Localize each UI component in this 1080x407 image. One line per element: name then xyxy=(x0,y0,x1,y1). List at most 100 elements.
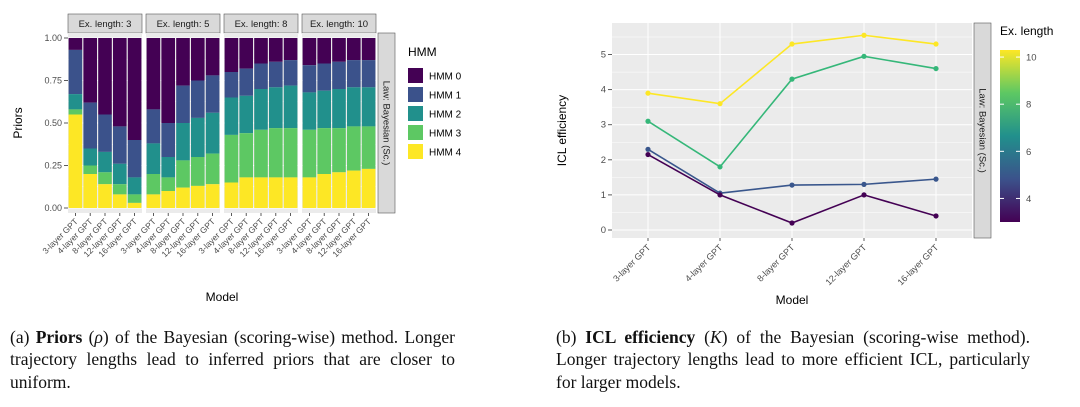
data-point xyxy=(861,192,867,198)
bar-segment xyxy=(161,38,176,123)
facet-strip-label: Ex. length: 8 xyxy=(235,19,288,30)
bar-segment xyxy=(283,60,298,86)
bar-segment xyxy=(112,194,127,208)
bar-segment xyxy=(176,160,190,188)
data-point xyxy=(717,164,723,170)
bar-segment xyxy=(332,89,346,129)
bar-segment xyxy=(146,194,161,208)
bar-segment xyxy=(83,148,98,166)
caption-a-bold: Priors xyxy=(35,327,83,347)
y-tick-label: 0 xyxy=(601,225,606,236)
bar-segment xyxy=(161,177,176,191)
data-point xyxy=(933,65,939,72)
colorbar-tick-label: 8 xyxy=(1026,100,1031,111)
bar-segment xyxy=(98,151,112,173)
bar-segment xyxy=(302,38,317,66)
bar-segment xyxy=(346,60,361,88)
bar-segment xyxy=(190,157,205,186)
colorbar-tick-label: 10 xyxy=(1026,53,1037,64)
bar-segment xyxy=(68,109,83,115)
bar-segment xyxy=(68,38,83,50)
y-tick-label: 0.50 xyxy=(44,118,62,128)
bar-segment xyxy=(205,38,220,76)
data-point xyxy=(861,32,867,38)
bar-segment xyxy=(190,38,205,81)
y-tick-label: 0.75 xyxy=(44,76,62,86)
bar-segment xyxy=(98,172,112,185)
facet-strip-label: Ex. length: 10 xyxy=(310,19,368,30)
bar-segment xyxy=(361,87,376,127)
legend-label: HMM 4 xyxy=(429,148,462,159)
data-point xyxy=(933,176,939,182)
bar-segment xyxy=(161,157,176,178)
bar-segment xyxy=(68,94,83,110)
bar-segment xyxy=(68,49,83,95)
bar-segment xyxy=(346,126,361,171)
bar-segment xyxy=(112,184,127,195)
bar-segment xyxy=(283,85,298,129)
data-point xyxy=(861,181,867,187)
bar-segment xyxy=(317,38,332,64)
bar-segment xyxy=(254,38,268,64)
bar-segment xyxy=(83,165,98,174)
colorbar-tick-label: 6 xyxy=(1026,147,1031,158)
data-point xyxy=(789,220,795,226)
law-strip xyxy=(973,22,992,239)
bar-segment xyxy=(224,134,239,183)
data-point xyxy=(933,41,939,47)
colorbar-tick-label: 4 xyxy=(1026,194,1031,205)
bar-segment xyxy=(68,114,83,208)
caption-a-index: (a) xyxy=(10,327,36,347)
bar-segment xyxy=(317,63,332,91)
law-strip-label: Law: Bayesian (Sc.) xyxy=(977,88,988,172)
bar-segment xyxy=(268,87,283,129)
bar-segment xyxy=(127,140,142,178)
bar-segment xyxy=(317,128,332,174)
bar-segment xyxy=(127,38,142,140)
caption-a-text: ) of the Bayesian (scoring-wise) method.… xyxy=(10,327,455,392)
caption-b-symbol: K xyxy=(710,327,722,347)
bar-segment xyxy=(146,174,161,195)
facet-strip-label: Ex. length: 3 xyxy=(79,19,132,30)
y-tick-label: 5 xyxy=(601,50,606,61)
bar-segment xyxy=(332,61,346,89)
legend-label: HMM 3 xyxy=(429,129,462,140)
y-tick-label: 1.00 xyxy=(44,33,62,43)
bar-segment xyxy=(205,112,220,154)
bar-segment xyxy=(283,177,298,208)
bar-segment xyxy=(176,123,190,161)
caption-a-paren: ( xyxy=(82,327,95,347)
legend-key xyxy=(408,125,423,140)
bar-segment xyxy=(205,75,220,113)
law-strip-label: Law: Bayesian (Sc.) xyxy=(381,81,392,165)
data-point xyxy=(645,90,651,96)
caption-b-bold: ICL efficiency xyxy=(585,327,696,347)
legend-title: HMM xyxy=(408,45,437,59)
y-tick-label: 2 xyxy=(601,155,606,166)
legend-key xyxy=(408,68,423,83)
bar-segment xyxy=(254,63,268,89)
bar-segment xyxy=(332,38,346,62)
caption-b-paren: ( xyxy=(695,327,710,347)
bar-segment xyxy=(127,177,142,195)
data-point xyxy=(789,182,795,188)
bar-segment xyxy=(83,38,98,103)
y-tick-label: 3 xyxy=(601,120,606,131)
bar-segment xyxy=(146,38,161,110)
bar-segment xyxy=(98,114,112,152)
bar-segment xyxy=(361,126,376,169)
caption-a: (a) Priors (ρ) of the Bayesian (scoring-… xyxy=(10,326,455,393)
bar-segment xyxy=(317,174,332,208)
data-point xyxy=(861,53,867,59)
bar-segment xyxy=(361,38,376,61)
bar-segment xyxy=(98,184,112,208)
legend-key xyxy=(408,144,423,159)
bar-segment xyxy=(254,177,268,208)
bar-segment xyxy=(161,123,176,157)
data-point xyxy=(789,41,795,47)
data-point xyxy=(645,118,651,124)
bar-segment xyxy=(224,97,239,135)
y-tick-label: 1 xyxy=(601,190,606,201)
